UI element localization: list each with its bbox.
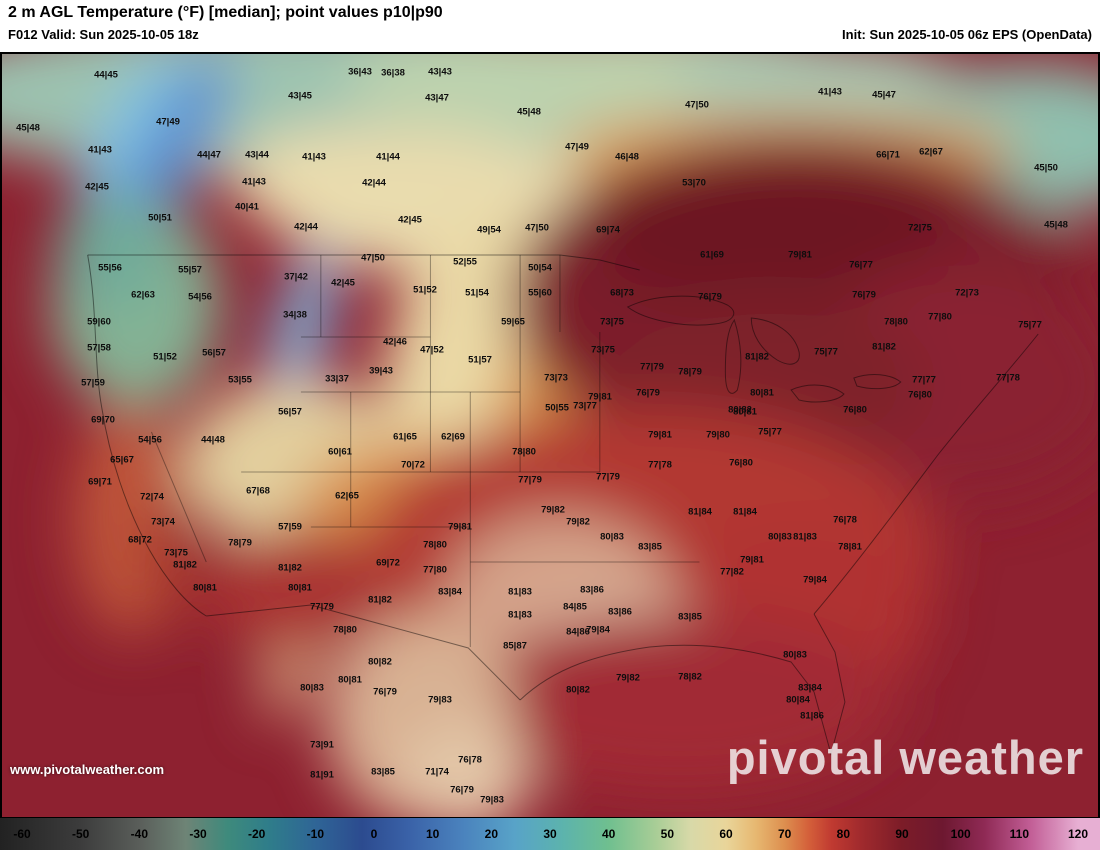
colorbar-tick: -30 xyxy=(189,827,207,841)
colorbar-tick: -10 xyxy=(306,827,324,841)
temperature-field-canvas xyxy=(2,54,1098,817)
colorbar-tick: 70 xyxy=(777,827,792,841)
colorbar-gradient xyxy=(0,818,1100,850)
colorbar-tick: 100 xyxy=(950,827,971,841)
colorbar-tick: 0 xyxy=(370,827,378,841)
colorbar-ticks: -60 -50 -40 -30 -20 -10 0 10 20 30 40 50 60 70 80 90 100… xyxy=(0,818,1100,850)
colorbar-tick: -60 xyxy=(13,827,31,841)
colorbar: -60 -50 -40 -30 -20 -10 0 10 20 30 40 50 60 70 80 90 100… xyxy=(0,817,1100,850)
map-borders-overlay xyxy=(87,254,1039,756)
model-init-time: Init: Sun 2025-10-05 06z EPS (OpenData) xyxy=(842,27,1092,42)
website-url-watermark: www.pivotalweather.com xyxy=(10,762,165,777)
forecast-valid-time: F012 Valid: Sun 2025-10-05 18z xyxy=(8,27,199,42)
colorbar-tick: 50 xyxy=(660,827,675,841)
pivotal-weather-watermark: pivotal weather xyxy=(726,731,1084,784)
colorbar-tick: 80 xyxy=(836,827,851,841)
colorbar-tick: -50 xyxy=(71,827,90,841)
colorbar-tick: 20 xyxy=(484,827,499,841)
colorbar-tick: 60 xyxy=(719,827,733,841)
colorbar-tick: 10 xyxy=(425,827,440,841)
header-bar: 2 m AGL Temperature (°F) [median]; point… xyxy=(0,0,1100,52)
colorbar-tick: 30 xyxy=(543,827,557,841)
colorbar-tick: 90 xyxy=(895,827,909,841)
colorbar-tick: 110 xyxy=(1009,827,1030,841)
colorbar-tick: -20 xyxy=(247,827,266,841)
colorbar-tick: 120 xyxy=(1067,827,1089,841)
colorbar-tick: 40 xyxy=(601,827,616,841)
page-title: 2 m AGL Temperature (°F) [median]; point… xyxy=(8,4,443,21)
map-frame[interactable]: pivotal weather www.pivotalweather.com xyxy=(0,52,1100,817)
colorbar-tick: -40 xyxy=(130,827,148,841)
